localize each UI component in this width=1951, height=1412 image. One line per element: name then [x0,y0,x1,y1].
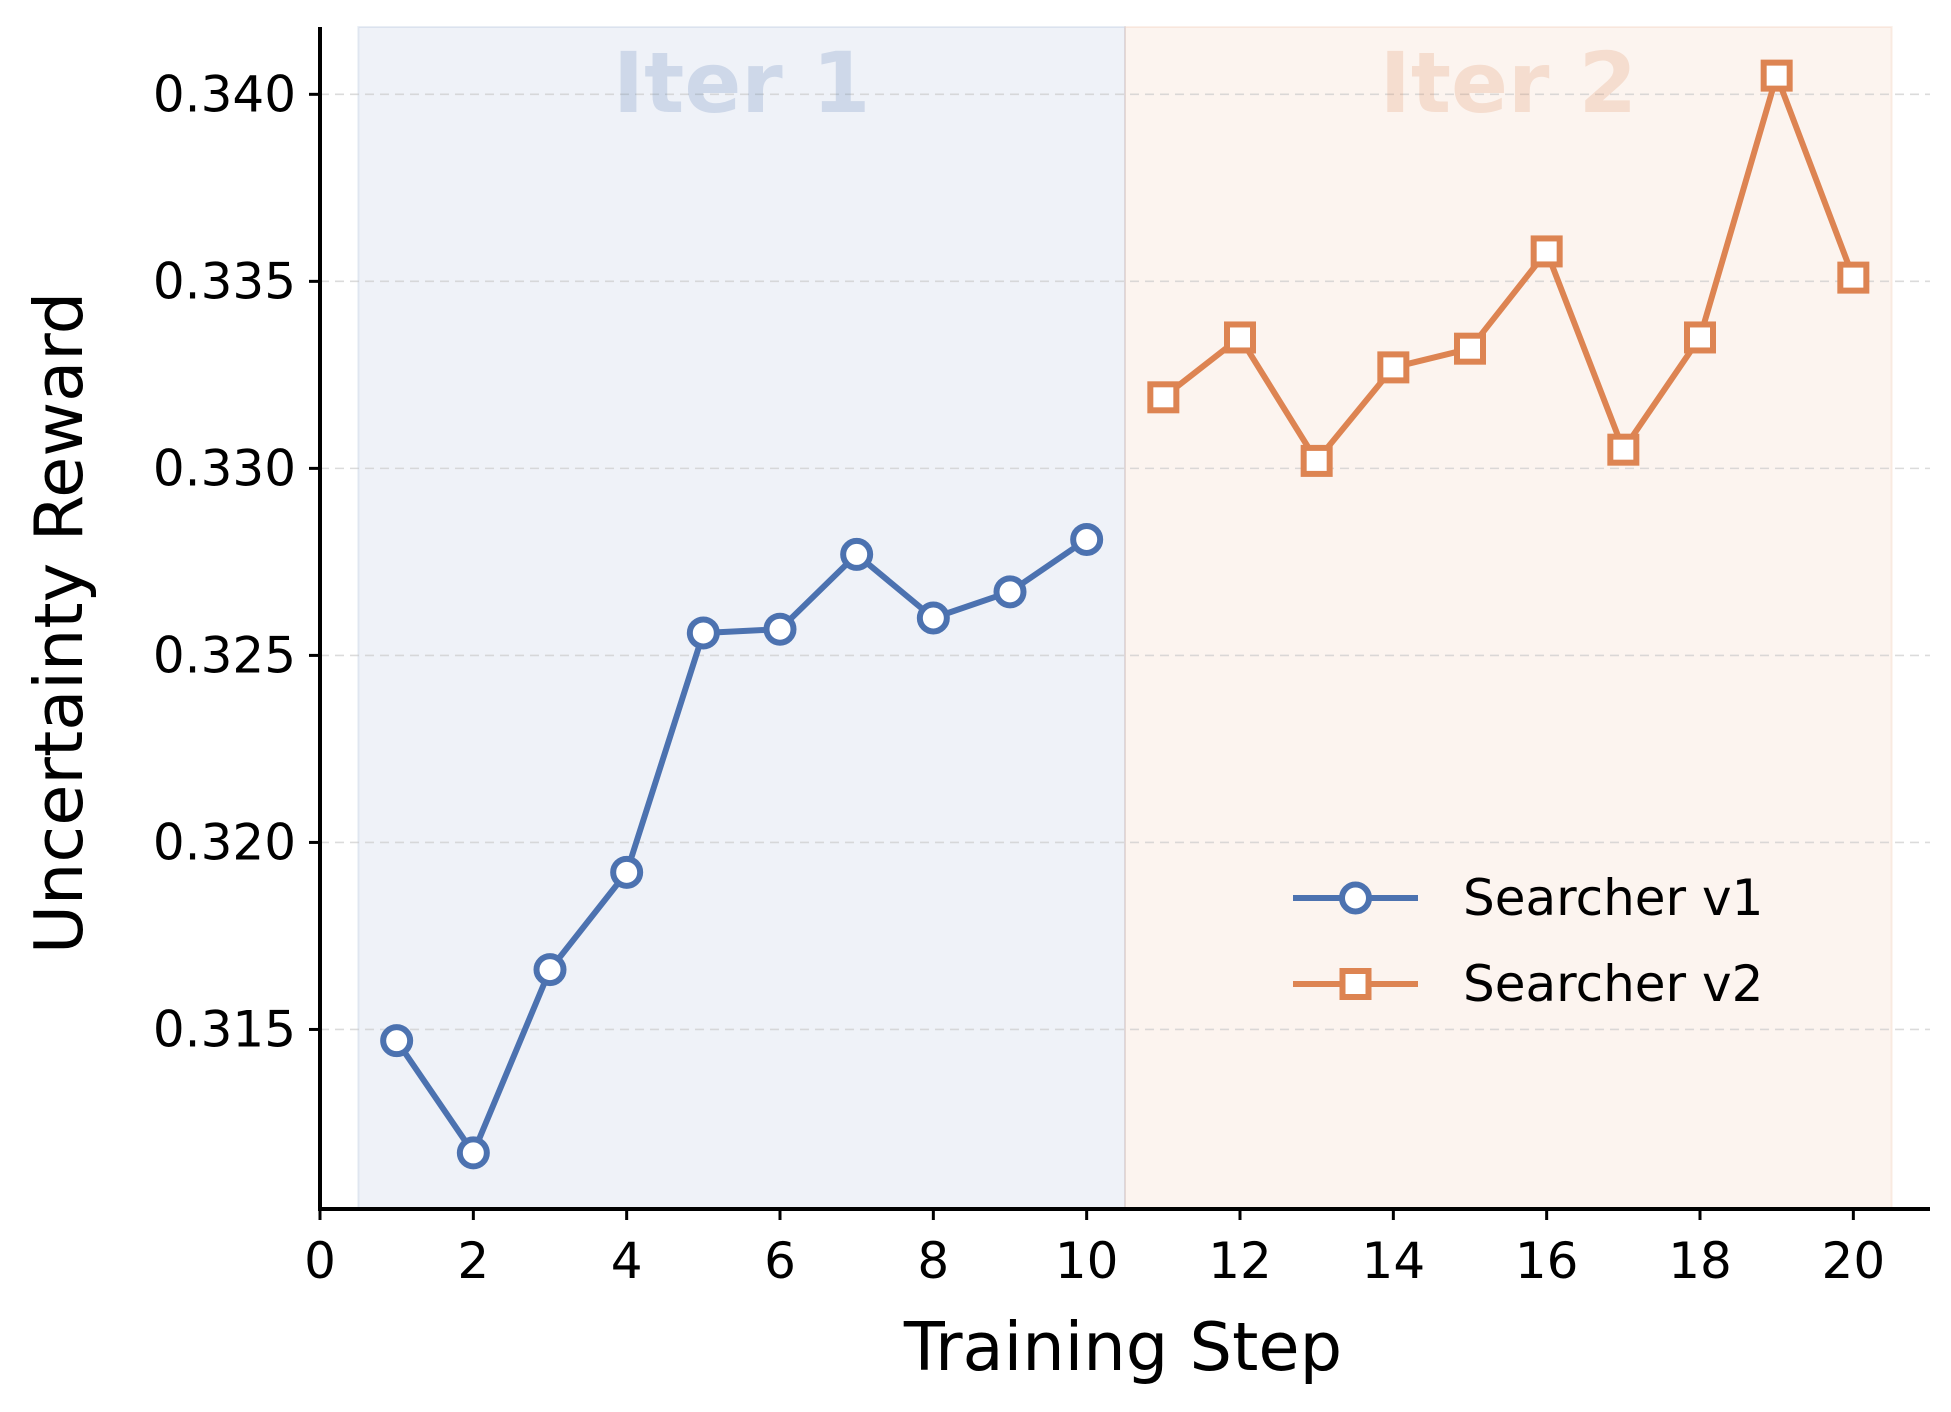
legend-entry-1: Searcher v1 [1293,869,1763,927]
data-point [1070,522,1104,556]
data-series [380,59,1870,1170]
series-1 [380,522,1104,1170]
data-point [1147,381,1180,414]
data-point [1224,321,1256,354]
data-point [1760,59,1793,92]
legend: Searcher v1 Searcher v2 [1293,869,1763,1013]
data-point [1300,444,1333,477]
x-tick-label: 10 [1055,1232,1119,1290]
data-point [993,575,1027,609]
x-tick-label: 4 [611,1232,643,1290]
data-point [1454,332,1486,365]
axes [309,27,1930,1220]
tick-labels: 0.315 0.320 0.325 0.330 0.335 0.340 0 2 4 6 8 10 12 1… [153,65,1885,1290]
x-tick-label: 20 [1822,1232,1886,1290]
data-point [1607,433,1640,466]
x-tick-label: 8 [917,1232,949,1290]
iteration-regions [357,26,1893,1210]
data-point [533,953,567,987]
y-tick-label: 0.340 [153,65,296,123]
data-point [916,601,950,635]
legend-label: Searcher v2 [1463,955,1763,1013]
y-tick-label: 0.330 [153,439,296,497]
y-tick-label: 0.315 [153,1000,296,1058]
x-tick-label: 16 [1515,1232,1579,1290]
x-tick-label: 14 [1362,1232,1426,1290]
legend-marker [1339,881,1372,915]
series-line [1160,72,1857,464]
legend-entry-2: Searcher v2 [1293,955,1763,1013]
y-gridlines [320,93,1930,1031]
region-label-1: Iter 1 [613,34,871,132]
data-point [610,855,644,889]
data-point [1377,351,1410,384]
x-tick-label: 6 [764,1232,796,1290]
x-tick-label: 0 [304,1232,336,1290]
region-band-1 [357,26,1127,1210]
x-axis-title: Training Step [903,1308,1342,1386]
x-tick-label: 12 [1208,1232,1272,1290]
iteration-region-labels: Iter 1 Iter 2 [613,34,1637,132]
region-label-2: Iter 2 [1380,34,1638,132]
y-tick-label: 0.320 [153,813,296,871]
legend-marker [1339,968,1372,1000]
legend-label: Searcher v1 [1463,869,1763,927]
data-point [1837,261,1870,294]
y-tick-label: 0.335 [153,252,296,310]
y-tick-label: 0.325 [153,626,296,684]
data-point [456,1136,490,1170]
x-tick-label: 2 [457,1232,489,1290]
x-tick-label: 18 [1668,1232,1732,1290]
data-point [1684,321,1716,354]
y-axis-title: Uncertainty Reward [20,292,98,954]
data-point [840,537,874,571]
series-2 [1147,59,1870,477]
data-point [686,616,720,650]
data-point [380,1024,414,1058]
region-band-2 [1124,26,1893,1210]
data-point [763,612,797,646]
data-point [1530,235,1563,268]
series-line [393,536,1090,1156]
